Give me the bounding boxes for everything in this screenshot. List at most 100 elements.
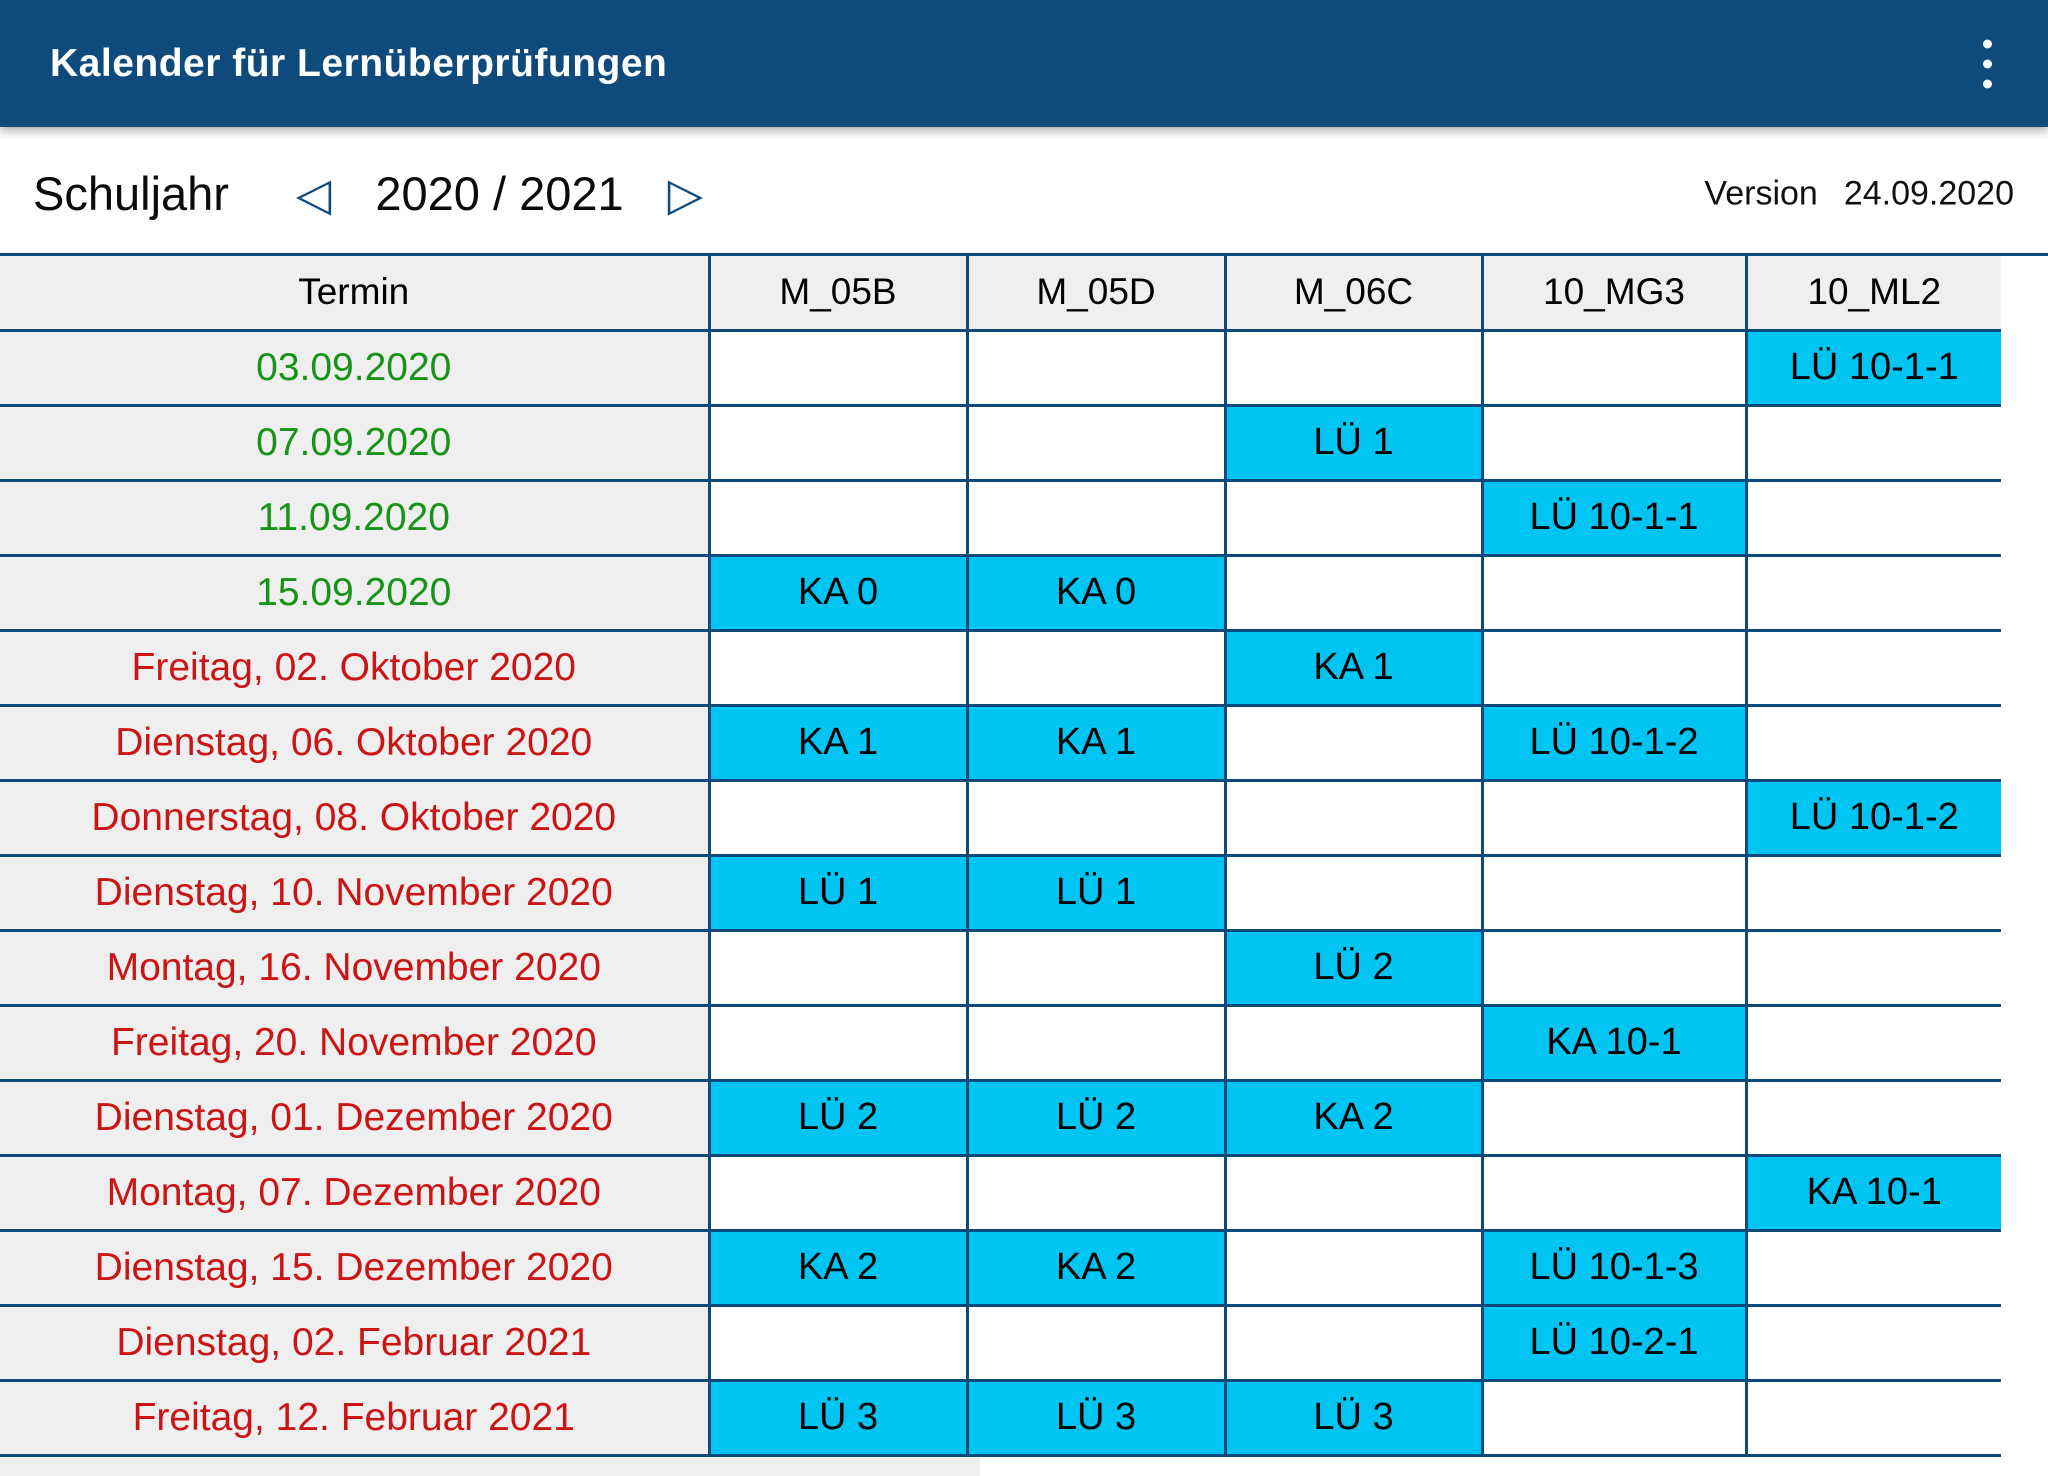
entry-cell[interactable]: [707, 780, 967, 857]
entry-cell[interactable]: LÜ 10-1-1: [1480, 480, 1746, 557]
date-cell: 15.09.2020: [0, 555, 709, 632]
entry-cell[interactable]: [707, 405, 967, 482]
entry-cell[interactable]: [707, 930, 967, 1007]
entry-cell[interactable]: [1744, 1080, 2001, 1157]
entry-cell[interactable]: [1480, 330, 1746, 407]
kebab-dot-icon: [1983, 39, 1992, 48]
entry-cell[interactable]: [965, 780, 1225, 857]
entry-cell[interactable]: KA 1: [965, 705, 1225, 782]
entry-cell[interactable]: LÜ 10-1-3: [1480, 1230, 1746, 1307]
kebab-dot-icon: [1983, 79, 1992, 88]
entry-cell[interactable]: [1480, 930, 1746, 1007]
kebab-menu-button[interactable]: [1973, 29, 2002, 98]
entry-cell[interactable]: [965, 330, 1225, 407]
entry-cell[interactable]: LÜ 2: [707, 1080, 967, 1157]
entry-cell[interactable]: [1744, 1380, 2001, 1457]
entry-cell[interactable]: [1480, 1155, 1746, 1232]
entry-cell[interactable]: [1480, 1380, 1746, 1457]
entry-cell[interactable]: LÜ 10-2-1: [1480, 1305, 1746, 1382]
entry-cell[interactable]: [707, 1305, 967, 1382]
next-year-arrow-icon[interactable]: ▷: [667, 167, 704, 220]
entry-cell[interactable]: LÜ 2: [965, 1080, 1225, 1157]
entry-cell[interactable]: LÜ 10-1-2: [1480, 705, 1746, 782]
entry-cell[interactable]: [965, 1005, 1225, 1082]
entry-cell[interactable]: KA 2: [965, 1230, 1225, 1307]
entry-cell[interactable]: KA 1: [1223, 630, 1482, 707]
entry-cell[interactable]: [1480, 405, 1746, 482]
entry-cell[interactable]: LÜ 3: [707, 1380, 967, 1457]
date-cell: Dienstag, 06. Oktober 2020: [0, 705, 709, 782]
entry-cell[interactable]: [965, 1155, 1225, 1232]
date-cell: Donnerstag, 08. Oktober 2020: [0, 780, 709, 857]
entry-cell[interactable]: KA 2: [707, 1230, 967, 1307]
table-row: 15.09.2020 KA 0 KA 0: [0, 555, 2001, 632]
entry-cell[interactable]: [965, 1305, 1225, 1382]
entry-cell[interactable]: LÜ 1: [1223, 405, 1482, 482]
entry-cell[interactable]: [707, 630, 967, 707]
column-header-termin: Termin: [0, 256, 709, 332]
entry-cell[interactable]: LÜ 3: [965, 1380, 1225, 1457]
header-row: Termin M_05B M_05D M_06C 10_MG3 10_ML2: [0, 256, 2001, 332]
exam-calendar-table: Termin M_05B M_05D M_06C 10_MG3 10_ML2 0…: [0, 256, 2001, 1457]
previous-year-arrow-icon[interactable]: ◁: [296, 167, 332, 220]
entry-cell[interactable]: LÜ 3: [1223, 1380, 1482, 1457]
entry-cell[interactable]: [707, 330, 967, 407]
column-header-class: M_05B: [707, 256, 967, 332]
entry-cell[interactable]: [1223, 555, 1482, 632]
entry-cell[interactable]: [1223, 1155, 1482, 1232]
date-cell: Dienstag, 15. Dezember 2020: [0, 1230, 709, 1307]
entry-cell[interactable]: [1223, 330, 1482, 407]
entry-cell[interactable]: [707, 1005, 967, 1082]
entry-cell[interactable]: [1480, 780, 1746, 857]
entry-cell[interactable]: [965, 480, 1225, 557]
entry-cell[interactable]: [1223, 705, 1482, 782]
entry-cell[interactable]: [1744, 555, 2001, 632]
entry-cell[interactable]: [1744, 930, 2001, 1007]
table-row: Freitag, 12. Februar 2021 LÜ 3 LÜ 3 LÜ 3: [0, 1380, 2001, 1457]
entry-cell[interactable]: [1744, 480, 2001, 557]
entry-cell[interactable]: [1480, 555, 1746, 632]
entry-cell[interactable]: KA 0: [965, 555, 1225, 632]
entry-cell[interactable]: LÜ 10-1-1: [1744, 330, 2001, 407]
entry-cell[interactable]: [965, 405, 1225, 482]
table-row: Dienstag, 02. Februar 2021 LÜ 10-2-1: [0, 1305, 2001, 1382]
entry-cell[interactable]: LÜ 2: [1223, 930, 1482, 1007]
entry-cell[interactable]: [965, 630, 1225, 707]
entry-cell[interactable]: [1223, 1305, 1482, 1382]
entry-cell[interactable]: [1223, 855, 1482, 932]
entry-cell[interactable]: KA 10-1: [1744, 1155, 2001, 1232]
entry-cell[interactable]: [1744, 1230, 2001, 1307]
entry-cell[interactable]: [1223, 1230, 1482, 1307]
entry-cell[interactable]: [1744, 405, 2001, 482]
column-header-class: 10_ML2: [1744, 256, 2001, 332]
table-row: 03.09.2020 LÜ 10-1-1: [0, 330, 2001, 407]
date-cell: Montag, 16. November 2020: [0, 930, 709, 1007]
entry-cell[interactable]: [1223, 780, 1482, 857]
entry-cell[interactable]: [1744, 630, 2001, 707]
entry-cell[interactable]: [1223, 480, 1482, 557]
entry-cell[interactable]: [1480, 1080, 1746, 1157]
entry-cell[interactable]: KA 1: [707, 705, 967, 782]
entry-cell[interactable]: [707, 480, 967, 557]
column-header-class: 10_MG3: [1480, 256, 1746, 332]
entry-cell[interactable]: [707, 1155, 967, 1232]
entry-cell[interactable]: [1744, 855, 2001, 932]
entry-cell[interactable]: KA 0: [707, 555, 967, 632]
table-row: Dienstag, 15. Dezember 2020 KA 2 KA 2 LÜ…: [0, 1230, 2001, 1307]
entry-cell[interactable]: [1480, 630, 1746, 707]
version-info: Version 24.09.2020: [1704, 174, 2014, 213]
entry-cell[interactable]: [1223, 1005, 1482, 1082]
entry-cell[interactable]: KA 2: [1223, 1080, 1482, 1157]
date-cell: Dienstag, 10. November 2020: [0, 855, 709, 932]
entry-cell[interactable]: [1744, 705, 2001, 782]
entry-cell[interactable]: KA 10-1: [1480, 1005, 1746, 1082]
entry-cell[interactable]: LÜ 1: [965, 855, 1225, 932]
entry-cell[interactable]: [965, 930, 1225, 1007]
entry-cell[interactable]: LÜ 1: [707, 855, 967, 932]
date-cell: Freitag, 02. Oktober 2020: [0, 630, 709, 707]
entry-cell[interactable]: [1744, 1305, 2001, 1382]
entry-cell[interactable]: [1480, 855, 1746, 932]
entry-cell[interactable]: LÜ 10-1-2: [1744, 780, 2001, 857]
entry-cell[interactable]: [1744, 1005, 2001, 1082]
date-cell: Dienstag, 02. Februar 2021: [0, 1305, 709, 1382]
